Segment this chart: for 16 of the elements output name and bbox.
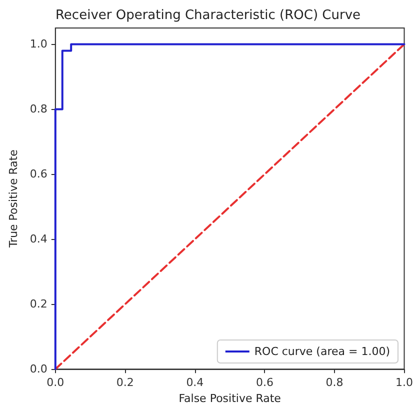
y-tick-label: 1.0 [30, 38, 48, 51]
y-axis-title: True Positive Rate [7, 149, 20, 249]
x-tick-label: 1.0 [396, 376, 414, 390]
x-tick-label: 0.8 [326, 376, 344, 390]
y-tick-label: 0.4 [30, 232, 48, 246]
y-tick-label: 0.8 [30, 102, 48, 116]
x-tick-label: 0.6 [256, 376, 274, 390]
x-tick-label: 0.2 [116, 376, 134, 390]
chart-title: Receiver Operating Characteristic (ROC) Curve [55, 8, 361, 23]
x-tick-label: 0.4 [186, 376, 204, 390]
legend-label: ROC curve (area = 1.00) [254, 345, 390, 358]
y-tick-label: 0.6 [30, 168, 48, 181]
x-axis-title: False Positive Rate [178, 392, 282, 405]
y-tick-label: 0.2 [30, 298, 48, 311]
x-tick-label: 0.0 [46, 376, 64, 390]
y-tick-label: 0.0 [30, 362, 48, 376]
